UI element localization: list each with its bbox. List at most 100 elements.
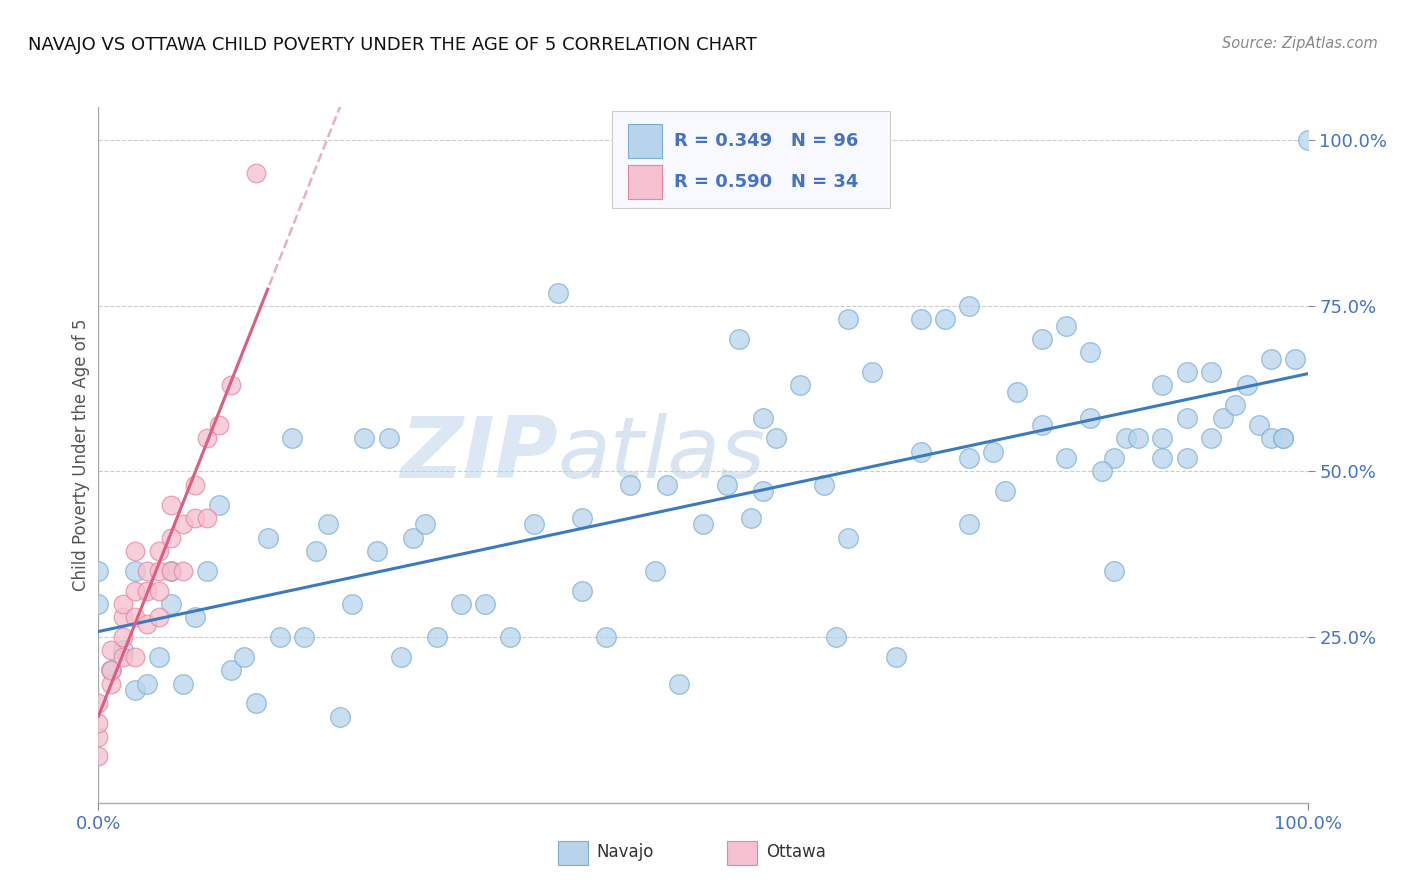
Navajo xyxy=(644,564,666,578)
Navajo xyxy=(655,477,678,491)
Navajo xyxy=(728,332,751,346)
Navajo xyxy=(111,643,134,657)
Navajo xyxy=(124,564,146,578)
Navajo xyxy=(981,444,1004,458)
Ottawa xyxy=(160,498,183,512)
Navajo xyxy=(1054,451,1077,466)
Navajo xyxy=(1152,378,1174,392)
Navajo xyxy=(994,484,1017,499)
Navajo xyxy=(910,312,932,326)
Ottawa xyxy=(160,531,183,545)
Navajo xyxy=(377,431,399,445)
Navajo xyxy=(1102,451,1125,466)
Navajo xyxy=(316,517,339,532)
Navajo xyxy=(837,531,859,545)
FancyBboxPatch shape xyxy=(628,124,662,158)
Ottawa xyxy=(111,610,134,624)
Ottawa xyxy=(87,730,110,744)
Navajo xyxy=(571,511,593,525)
Navajo xyxy=(256,531,278,545)
FancyBboxPatch shape xyxy=(613,111,890,208)
Navajo xyxy=(305,544,328,558)
Navajo xyxy=(353,431,375,445)
Navajo xyxy=(825,630,848,644)
Navajo xyxy=(160,597,183,611)
Text: R = 0.590   N = 34: R = 0.590 N = 34 xyxy=(673,173,858,191)
Ottawa xyxy=(87,716,110,731)
Navajo xyxy=(1152,451,1174,466)
Navajo xyxy=(1128,431,1150,445)
Navajo xyxy=(1260,351,1282,366)
Navajo xyxy=(450,597,472,611)
Navajo xyxy=(740,511,762,525)
Text: Navajo: Navajo xyxy=(596,843,654,861)
Ottawa xyxy=(172,564,194,578)
Navajo xyxy=(148,650,170,665)
Navajo xyxy=(1078,345,1101,359)
Navajo xyxy=(413,517,436,532)
Navajo xyxy=(1054,318,1077,333)
Navajo xyxy=(1236,378,1258,392)
Ottawa xyxy=(100,663,122,677)
Navajo xyxy=(1223,398,1246,412)
Ottawa xyxy=(245,166,267,180)
Ottawa xyxy=(135,616,157,631)
Ottawa xyxy=(124,650,146,665)
Ottawa xyxy=(135,583,157,598)
Navajo xyxy=(1272,431,1295,445)
Navajo xyxy=(87,564,110,578)
Navajo xyxy=(668,676,690,690)
FancyBboxPatch shape xyxy=(727,841,758,865)
Navajo xyxy=(402,531,425,545)
Navajo xyxy=(160,564,183,578)
Navajo xyxy=(1152,431,1174,445)
Navajo xyxy=(1284,351,1306,366)
Navajo xyxy=(100,663,122,677)
Ottawa xyxy=(208,418,231,433)
Navajo xyxy=(571,583,593,598)
Navajo xyxy=(498,630,520,644)
Navajo xyxy=(1296,133,1319,147)
Ottawa xyxy=(111,597,134,611)
Navajo xyxy=(232,650,254,665)
Text: Ottawa: Ottawa xyxy=(766,843,825,861)
Ottawa xyxy=(184,511,207,525)
Ottawa xyxy=(172,517,194,532)
Ottawa xyxy=(111,630,134,644)
Navajo xyxy=(1272,431,1295,445)
Navajo xyxy=(1260,431,1282,445)
Ottawa xyxy=(148,544,170,558)
Ottawa xyxy=(195,431,218,445)
Ottawa xyxy=(124,610,146,624)
Navajo xyxy=(1175,411,1198,425)
Ottawa xyxy=(148,610,170,624)
Ottawa xyxy=(148,564,170,578)
Navajo xyxy=(1199,431,1222,445)
Navajo xyxy=(692,517,714,532)
Text: ZIP: ZIP xyxy=(401,413,558,497)
Navajo xyxy=(595,630,617,644)
Navajo xyxy=(366,544,388,558)
Ottawa xyxy=(87,749,110,764)
Navajo xyxy=(957,517,980,532)
Navajo xyxy=(342,597,364,611)
Navajo xyxy=(789,378,811,392)
Navajo xyxy=(1249,418,1271,433)
Navajo xyxy=(208,498,231,512)
Navajo xyxy=(619,477,641,491)
Navajo xyxy=(1175,365,1198,379)
Navajo xyxy=(752,484,775,499)
Navajo xyxy=(752,411,775,425)
Navajo xyxy=(87,597,110,611)
Navajo xyxy=(389,650,412,665)
Navajo xyxy=(281,431,304,445)
Y-axis label: Child Poverty Under the Age of 5: Child Poverty Under the Age of 5 xyxy=(72,318,90,591)
Ottawa xyxy=(148,583,170,598)
Navajo xyxy=(1115,431,1137,445)
Navajo xyxy=(910,444,932,458)
Navajo xyxy=(1199,365,1222,379)
Ottawa xyxy=(111,650,134,665)
Navajo xyxy=(426,630,449,644)
Navajo xyxy=(765,431,787,445)
Navajo xyxy=(1078,411,1101,425)
